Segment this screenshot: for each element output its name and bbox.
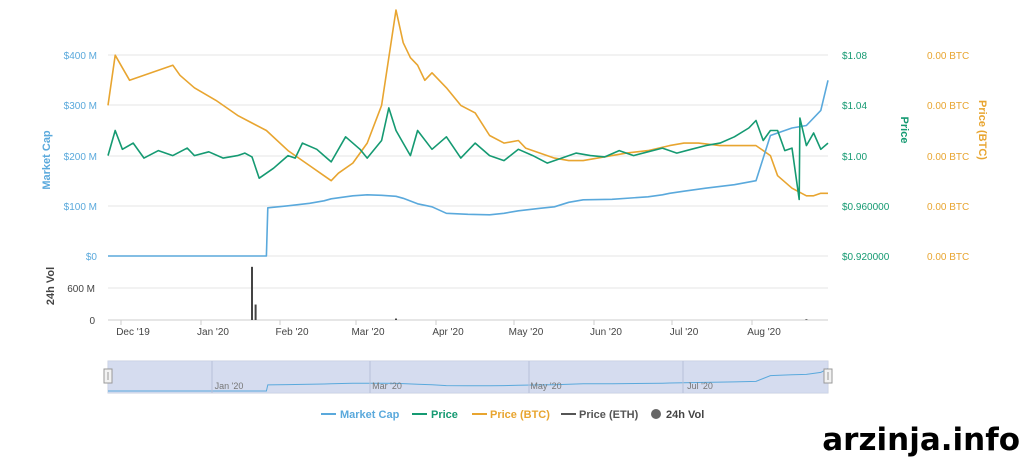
price-btc-tick: 0.00 BTC	[927, 51, 969, 62]
volume-tick: 0	[89, 316, 95, 327]
x-tick-label: Feb '20	[275, 327, 308, 338]
price-tick: $0.920000	[842, 252, 890, 263]
market-cap-axis-title: Market Cap	[41, 130, 53, 190]
market-cap-tick: $400 M	[64, 51, 97, 62]
legend-label-market-cap: Market Cap	[340, 409, 400, 421]
volume-bar	[251, 266, 253, 320]
price-btc-tick: 0.00 BTC	[927, 252, 969, 263]
legend-item-price-btc[interactable]: Price (BTC)	[472, 409, 550, 421]
price-axis-ticks: $0.920000 $0.960000 $1.00 $1.04 $1.08	[842, 51, 890, 263]
x-tick-label: Jan '20	[197, 327, 229, 338]
navigator-ticks: Jan '20 Mar '20 May '20 Jul '20	[211, 361, 713, 393]
legend: Market Cap Price Price (BTC) Price (ETH)…	[321, 409, 704, 421]
market-cap-line	[108, 80, 829, 257]
x-tick-label: Jun '20	[590, 327, 622, 338]
navigator-selection[interactable]	[108, 361, 828, 393]
price-btc-tick: 0.00 BTC	[927, 152, 969, 163]
market-cap-tick: $300 M	[64, 101, 97, 112]
price-btc-tick: 0.00 BTC	[927, 101, 969, 112]
navigator-tick-label: Jan '20	[215, 381, 244, 391]
volume-bar	[805, 319, 808, 320]
market-cap-axis-ticks: $0 $100 M $200 M $300 M $400 M	[64, 51, 98, 263]
navigator[interactable]: Jan '20 Mar '20 May '20 Jul '20	[103, 360, 833, 394]
x-axis-ticks: Dec '19 Jan '20 Feb '20 Mar '20 Apr '20 May '…	[116, 320, 781, 338]
legend-item-price[interactable]: Price	[412, 409, 458, 421]
legend-label-price: Price	[431, 409, 458, 421]
volume-axis-title: 24h Vol	[45, 267, 57, 305]
price-tick: $0.960000	[842, 202, 890, 213]
navigator-tick-label: May '20	[530, 381, 561, 391]
x-tick-label: Mar '20	[351, 327, 384, 338]
legend-item-24h-vol[interactable]: 24h Vol	[651, 409, 704, 421]
market-cap-tick: $100 M	[64, 202, 97, 213]
market-cap-tick: $200 M	[64, 152, 97, 163]
price-tick: $1.04	[842, 101, 867, 112]
price-tick: $1.08	[842, 51, 867, 62]
x-tick-label: May '20	[509, 327, 544, 338]
legend-label-price-eth: Price (ETH)	[579, 409, 639, 421]
volume-bar	[395, 318, 397, 320]
price-tick: $1.00	[842, 152, 867, 163]
market-cap-tick: $0	[86, 252, 98, 263]
x-tick-label: Jul '20	[670, 327, 699, 338]
series-group	[107, 9, 829, 257]
x-tick-label: Aug '20	[747, 327, 781, 338]
watermark: arzinja.info	[822, 422, 1020, 458]
price-line	[107, 107, 829, 201]
legend-item-price-eth[interactable]: Price (ETH)	[561, 409, 639, 421]
price-btc-line	[107, 9, 828, 197]
x-tick-label: Apr '20	[432, 327, 464, 338]
navigator-market-cap-line	[108, 368, 829, 392]
x-tick-label: Dec '19	[116, 327, 150, 338]
price-btc-axis-ticks: 0.00 BTC 0.00 BTC 0.00 BTC 0.00 BTC 0.00 BTC	[927, 51, 969, 263]
volume-tick: 600 M	[67, 284, 95, 295]
navigator-tick-label: Jul '20	[687, 381, 713, 391]
price-axis-title: Price	[898, 117, 910, 144]
legend-item-market-cap[interactable]: Market Cap	[321, 409, 400, 421]
price-btc-tick: 0.00 BTC	[927, 202, 969, 213]
price-btc-axis-title: Price (BTC)	[976, 100, 988, 160]
volume-bars	[251, 266, 808, 320]
navigator-tick-label: Mar '20	[372, 381, 402, 391]
volume-axis-ticks: 0 600 M	[67, 284, 95, 327]
legend-label-price-btc: Price (BTC)	[490, 409, 550, 421]
legend-label-24h-vol: 24h Vol	[666, 409, 704, 421]
gridlines	[108, 54, 828, 321]
volume-bar	[254, 304, 257, 320]
